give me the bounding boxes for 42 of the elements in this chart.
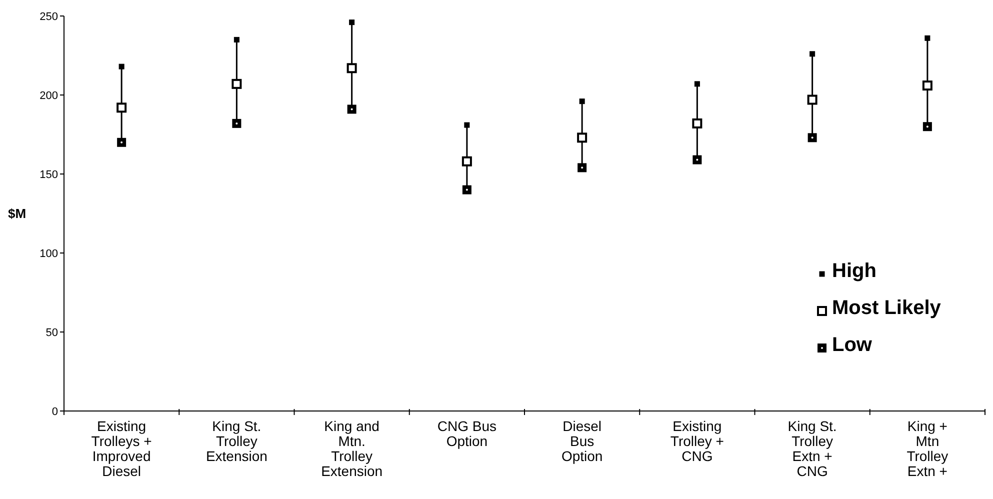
point: [807, 94, 818, 105]
point: [116, 102, 127, 113]
x-tick-label: CNG Bus Option: [437, 418, 496, 449]
point: [349, 20, 355, 26]
point: [462, 156, 472, 166]
x-tick-label: Diesel Bus Option: [561, 418, 603, 464]
legend-label: High: [832, 260, 876, 283]
legend-label: Low: [832, 334, 872, 357]
y-axis-title: $M: [8, 206, 26, 222]
point: [692, 155, 702, 164]
x-tick-label: Existing Trolley + CNG: [670, 418, 724, 464]
x-tick-label: King St. Trolley Extn + CNG: [788, 418, 837, 479]
point: [694, 81, 700, 87]
legend-label: Most Likely: [832, 297, 941, 320]
point: [232, 78, 242, 89]
x-tick-label: King St. Trolley Extension: [206, 418, 268, 464]
y-tick-label: 100: [40, 248, 58, 260]
y-tick-label: 50: [46, 326, 58, 339]
x-tick-label: Existing Trolleys + Improved Diesel: [91, 418, 152, 479]
point: [347, 104, 356, 114]
point: [232, 118, 242, 128]
y-tick-label: 250: [40, 10, 58, 23]
y-tick-label: 150: [40, 168, 58, 181]
point: [924, 35, 930, 41]
point: [692, 118, 702, 128]
x-tick-label: King + Mtn Trolley Extn +: [906, 418, 948, 479]
point: [922, 122, 932, 132]
x-tick-label: King and Mtn. Trolley Extension: [321, 418, 383, 479]
point: [579, 98, 585, 104]
point: [346, 63, 357, 74]
point: [577, 132, 588, 143]
y-tick-label: 0: [52, 406, 58, 418]
point: [808, 133, 817, 142]
point: [117, 138, 126, 147]
point: [578, 163, 587, 172]
point: [118, 64, 124, 70]
point: [234, 36, 240, 42]
point: [464, 122, 470, 128]
point: [462, 185, 472, 194]
y-tick-label: 200: [40, 90, 58, 102]
point: [810, 51, 816, 57]
point: [922, 80, 932, 91]
